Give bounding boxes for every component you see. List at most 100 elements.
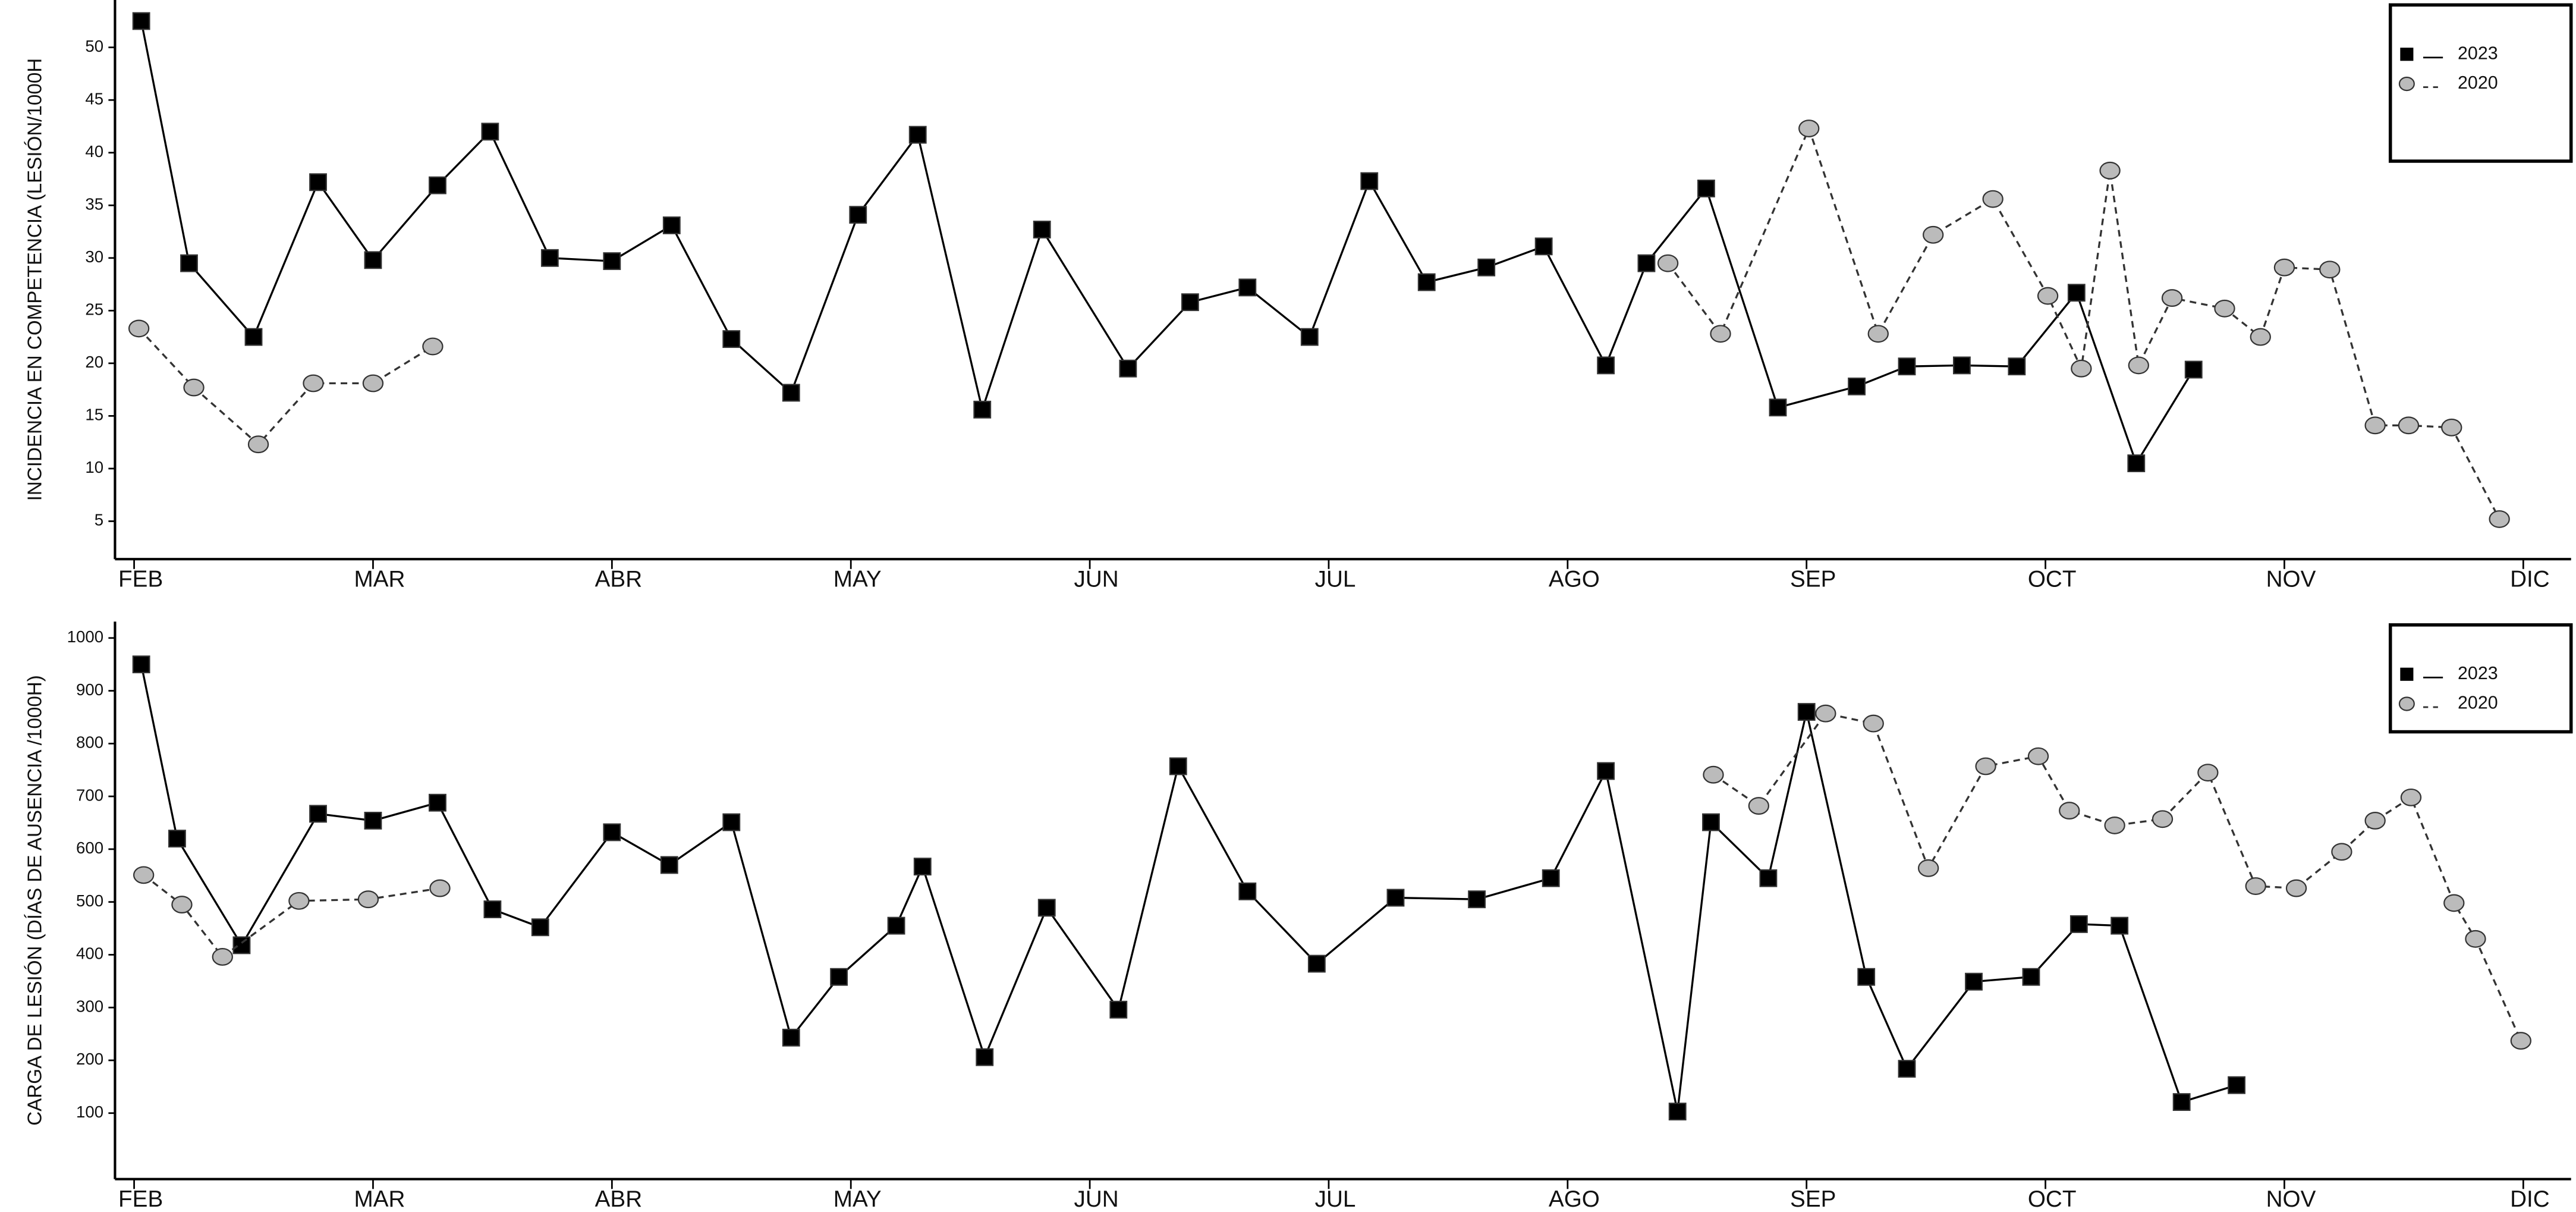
marker xyxy=(2250,328,2271,346)
marker xyxy=(1597,356,1615,375)
marker xyxy=(133,866,155,884)
marker xyxy=(2111,916,2129,935)
y-tick-label: 600 xyxy=(76,839,103,857)
y-tick-label: 35 xyxy=(85,195,103,213)
marker xyxy=(1238,278,1257,297)
marker xyxy=(1975,757,1996,775)
legend: 2023 2020 xyxy=(2388,623,2573,734)
x-tick-label: FEB xyxy=(118,1186,163,1212)
legend-box xyxy=(2388,623,2573,734)
marker xyxy=(782,384,800,402)
marker xyxy=(128,319,150,338)
x-tick-label: SEP xyxy=(1790,566,1836,592)
marker xyxy=(1703,765,1724,784)
y-tick-label: 40 xyxy=(85,142,103,161)
marker xyxy=(2214,299,2235,318)
marker xyxy=(976,1048,994,1066)
marker xyxy=(132,12,150,30)
marker xyxy=(429,879,451,897)
marker xyxy=(1300,328,1319,346)
marker xyxy=(2510,1032,2532,1050)
marker xyxy=(309,805,327,823)
marker xyxy=(481,123,499,141)
marker xyxy=(1386,888,1405,907)
marker xyxy=(2364,416,2386,435)
marker xyxy=(782,1028,800,1047)
marker xyxy=(830,968,848,986)
x-tick-label: AGO xyxy=(1549,566,1600,592)
x-tick-label: MAY xyxy=(833,566,882,592)
marker xyxy=(2067,284,2086,302)
marker xyxy=(1033,221,1051,238)
x-tick-label: JUL xyxy=(1315,1186,1356,1212)
marker xyxy=(2285,879,2307,897)
x-tick-label: AGO xyxy=(1549,1186,1600,1212)
marker xyxy=(2364,812,2386,830)
marker xyxy=(1867,325,1889,343)
marker xyxy=(540,249,559,267)
legend-label: 2023 xyxy=(2458,663,2498,683)
marker xyxy=(2008,357,2026,376)
marker xyxy=(1534,237,1553,256)
marker xyxy=(2037,287,2059,305)
marker xyxy=(2197,764,2219,782)
y-tick-label: 10 xyxy=(85,458,103,476)
marker xyxy=(2331,843,2352,861)
marker xyxy=(722,330,741,348)
marker xyxy=(1797,703,1816,721)
y-axis-title: CARGA DE LESIÓN (DÍAS DE AUSENCIA /1000H… xyxy=(24,675,46,1126)
marker xyxy=(244,328,263,346)
marker xyxy=(1710,325,1731,343)
marker xyxy=(1542,869,1560,887)
line-chart: 100 200 300 400 500 600 700 800 900 1000 FEB MAR ABR… xyxy=(24,621,2573,1212)
y-tick-label: 400 xyxy=(76,944,103,963)
marker xyxy=(722,813,741,831)
marker xyxy=(973,400,992,419)
y-tick-label: 50 xyxy=(85,37,103,55)
marker xyxy=(1360,172,1379,190)
marker xyxy=(1697,180,1715,197)
marker xyxy=(132,655,150,674)
marker xyxy=(1965,972,1983,991)
marker xyxy=(2443,894,2465,912)
legend-marker xyxy=(2398,696,2415,711)
x-tick-label: NOV xyxy=(2266,566,2316,592)
marker xyxy=(1668,1103,1687,1120)
marker xyxy=(2127,454,2146,472)
marker xyxy=(2161,289,2183,307)
marker xyxy=(2273,258,2295,277)
y-axis-title: INCIDENCIA EN COMPETENCIA (LESIÓN/1000H xyxy=(24,58,46,501)
marker xyxy=(309,173,327,191)
x-tick-label: SEP xyxy=(1790,1186,1836,1212)
marker xyxy=(1637,254,1656,272)
marker xyxy=(660,856,678,874)
marker xyxy=(2104,816,2125,834)
marker xyxy=(1898,1060,1916,1078)
marker xyxy=(2319,260,2341,279)
y-tick-label: 20 xyxy=(85,353,103,371)
marker xyxy=(1898,357,1916,376)
x-tick-label: NOV xyxy=(2266,1186,2316,1212)
marker xyxy=(1815,704,1836,723)
series-line xyxy=(140,664,2237,1112)
y-tick-label: 15 xyxy=(85,406,103,424)
marker xyxy=(2184,360,2203,379)
marker xyxy=(429,176,446,194)
marker xyxy=(662,216,681,234)
marker xyxy=(1702,813,1720,831)
series-line xyxy=(143,874,441,959)
marker xyxy=(2228,1076,2246,1094)
series-line xyxy=(138,328,433,446)
marker xyxy=(2400,788,2422,806)
series-line xyxy=(1713,712,2522,1041)
x-tick-label: ABR xyxy=(595,1186,643,1212)
marker xyxy=(2022,968,2040,986)
marker xyxy=(168,830,186,848)
marker xyxy=(531,918,549,937)
marker xyxy=(2059,802,2080,820)
x-tick-label: OCT xyxy=(2028,566,2077,592)
marker xyxy=(1798,120,1820,137)
marker xyxy=(2465,930,2486,948)
marker xyxy=(232,936,251,954)
